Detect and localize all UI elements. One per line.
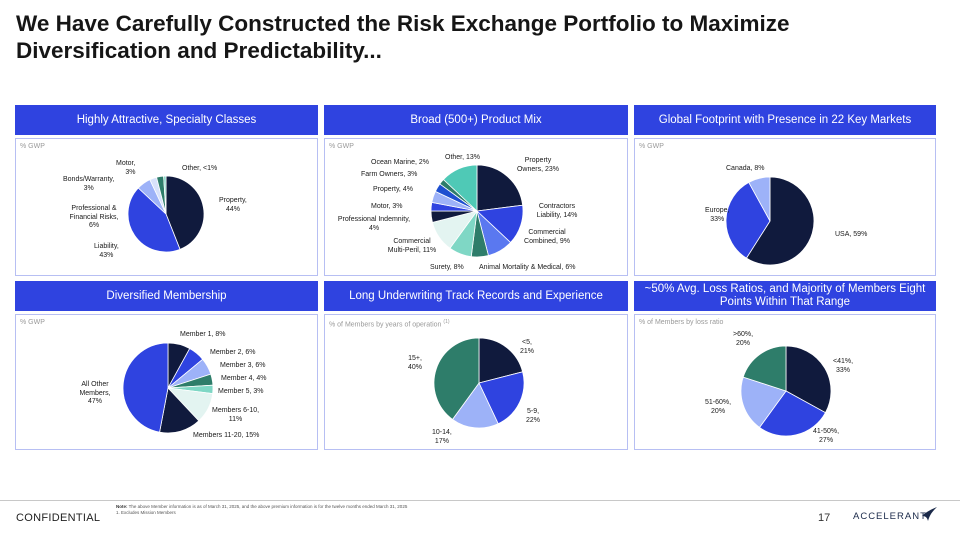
panel-6-label-lt41: <41%, 33% <box>833 358 854 374</box>
panel-2-label-animal: Animal Mortality & Medical, 6% <box>479 264 576 271</box>
panel-1-label-property: Property, 44% <box>219 197 247 213</box>
panel-4-label-member-5: Member 5, 3% <box>218 388 264 395</box>
panel-1-header: Highly Attractive, Specialty Classes <box>15 105 318 135</box>
panel-2-label-commercial-combined: Commercial Combined, 9% <box>524 229 570 245</box>
panel-6-slice-4 <box>742 345 787 392</box>
panel-2-label-motor: Motor, 3% <box>371 203 403 210</box>
panel-1-slice-2 <box>127 187 181 253</box>
accelerant-logo-icon <box>922 507 937 521</box>
panel-2-label-surety: Surety, 8% <box>430 264 464 271</box>
footer-divider <box>0 500 960 501</box>
panel-2-box: % GWP Other, 13% Ocean Marine, 2% Proper… <box>324 138 628 276</box>
panel-5-label-lt5: <5, 21% <box>520 339 535 355</box>
panel-1-pie-chart <box>127 175 205 253</box>
panel-5-slice-2 <box>478 371 525 425</box>
panel-5-pie-chart <box>433 337 525 429</box>
panel-2-slice-1 <box>476 164 524 212</box>
panel-6-label-41-50: 41-50%, 27% <box>813 428 840 444</box>
panel-3-header: Global Footprint with Presence in 22 Key… <box>634 105 936 135</box>
panel-5-slice-4 <box>433 337 480 420</box>
panel-6-slice-1 <box>785 345 832 414</box>
panel-1-unit-label: % GWP <box>20 143 45 150</box>
panel-3-pie-chart <box>725 176 815 266</box>
panel-2-label-property-owners: Property Owners, 23% <box>516 157 560 173</box>
panel-3-unit-label: % GWP <box>639 143 664 150</box>
confidential-label: CONFIDENTIAL <box>16 512 101 524</box>
panel-5-header: Long Underwriting Track Records and Expe… <box>324 281 628 311</box>
page-title-line-1: We Have Carefully Constructed the Risk E… <box>16 11 790 36</box>
panel-4-label-member-3: Member 3, 6% <box>220 362 266 369</box>
panel-1-label-other: Other, <1% <box>182 165 218 172</box>
panel-6-label-51-60: 51-60%, 20% <box>705 399 732 415</box>
panel-2-label-contractors: Contractors Liability, 14% <box>536 203 578 219</box>
panel-5-label-10-14: 10-14, 17% <box>432 429 452 445</box>
panel-5-slice-3 <box>451 382 499 429</box>
panel-4-label-member-4: Member 4, 4% <box>221 375 267 382</box>
panel-2-header: Broad (500+) Product Mix <box>324 105 628 135</box>
panel-5-unit-label: % of Members by years of operation (1) <box>329 319 450 329</box>
panel-2-label-multi-peril: Commercial Multi-Peril, 11% <box>387 238 437 254</box>
panel-4-slice-8 <box>122 342 169 433</box>
panel-2-unit-label: % GWP <box>329 143 354 150</box>
panel-1-label-motor: Motor, 3% <box>116 160 136 176</box>
footnote-1: 1. Excludes Mission Members <box>116 510 176 515</box>
panel-4-label-member-2: Member 2, 6% <box>210 349 256 356</box>
panel-4-pie-chart <box>122 342 214 434</box>
panel-6-unit-label: % of Members by loss ratio <box>639 319 724 326</box>
panel-1-slice-6 <box>163 175 167 215</box>
panel-3-label-europe: Europe, 33% <box>705 207 730 223</box>
panel-5-label-15plus: 15+, 40% <box>408 355 423 371</box>
panel-2-label-farm-owners: Farm Owners, 3% <box>361 171 418 178</box>
accelerant-logo-text: ACCELERANT <box>853 511 927 522</box>
panel-2-slice-12 <box>442 164 478 212</box>
panel-4-box: % GWP Member 1, 8% Member 2, 6% Member 3… <box>15 314 318 450</box>
panel-3-box: % GWP Canada, 8% Europe, 33% USA, 59% <box>634 138 936 276</box>
panel-3-slice-1 <box>745 176 815 266</box>
page-title-line-2: Diversification and Predictability... <box>16 38 382 63</box>
panel-5-slice-1 <box>478 337 524 384</box>
panel-4-label-members-6-10: Members 6-10, 11% <box>212 407 260 423</box>
panel-2-label-professional-indemnity: Professional Indemnity, 4% <box>337 216 411 232</box>
panel-2-pie-chart <box>430 164 524 258</box>
panel-5-box: % of Members by years of operation (1) <… <box>324 314 628 450</box>
panel-4-label-member-1: Member 1, 8% <box>180 331 226 338</box>
panel-3-label-usa: USA, 59% <box>835 231 868 238</box>
panel-6-box: % of Members by loss ratio >60%, 20% <41%… <box>634 314 936 450</box>
footer-note: Note: The above Member information is as… <box>116 504 408 515</box>
panel-1-label-liability: Liability, 43% <box>94 243 119 259</box>
panel-3-slice-3 <box>748 176 771 222</box>
page-title: We Have Carefully Constructed the Risk E… <box>16 10 916 64</box>
panel-4-unit-label: % GWP <box>20 319 45 326</box>
panel-6-label-gt60: >60%, 20% <box>733 331 754 347</box>
panel-4-label-all-other: All Other Members, 47% <box>79 381 111 405</box>
panel-6-pie-chart <box>740 345 832 437</box>
panel-6-slice-3 <box>740 376 787 428</box>
panel-4-header: Diversified Membership <box>15 281 318 311</box>
panel-4-label-members-11-20: Members 11-20, 15% <box>193 432 260 439</box>
page-number: 17 <box>818 512 831 524</box>
panel-2-label-ocean-marine: Ocean Marine, 2% <box>371 159 429 166</box>
panel-2-label-property: Property, 4% <box>373 186 413 193</box>
panel-2-label-other: Other, 13% <box>445 154 481 161</box>
panel-6-header: ~50% Avg. Loss Ratios, and Majority of M… <box>634 281 936 311</box>
panel-6-slice-2 <box>758 390 826 437</box>
panel-1-box: % GWP Motor, 3% Other, <1% Bonds/Warranty… <box>15 138 318 276</box>
panel-5-label-5-9: 5-9, 22% <box>526 408 541 424</box>
panel-1-slice-1 <box>165 175 205 250</box>
panel-3-label-canada: Canada, 8% <box>726 165 765 172</box>
panel-1-label-bonds: Bonds/Warranty, 3% <box>63 176 115 192</box>
panel-1-label-professional: Professional & Financial Risks, 6% <box>69 205 119 229</box>
